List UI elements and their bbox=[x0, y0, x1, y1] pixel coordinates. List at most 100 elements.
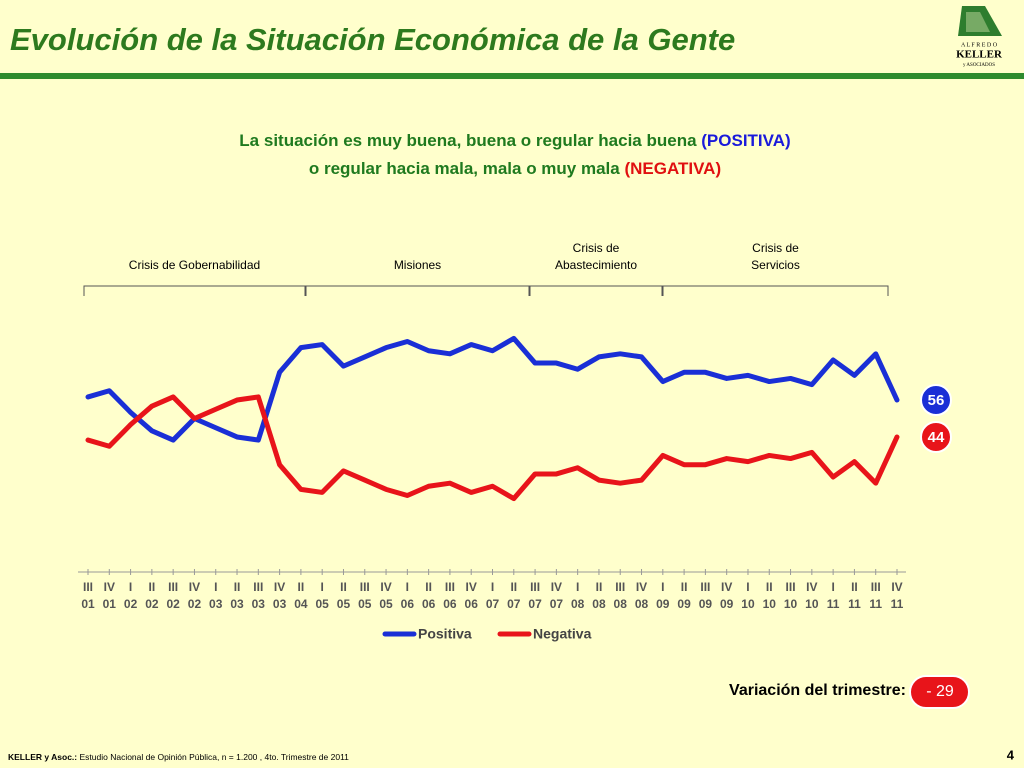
variation-label: Variación del trimestre: bbox=[729, 682, 906, 699]
x-tick-label: III bbox=[786, 580, 796, 594]
x-tick-label: 11 bbox=[891, 597, 904, 611]
period-label: Crisis de bbox=[573, 241, 620, 255]
x-tick-label: II bbox=[766, 580, 773, 594]
chart: Crisis de Gobernabilidad Misiones Crisis d… bbox=[78, 241, 952, 611]
x-tick-label: 10 bbox=[784, 597, 798, 611]
x-tick-label: IV bbox=[636, 580, 647, 594]
x-tick-label: IV bbox=[466, 580, 477, 594]
period-label: Abastecimiento bbox=[555, 258, 637, 272]
end-badge bbox=[920, 384, 952, 417]
x-tick-label: III bbox=[168, 580, 178, 594]
logo-text: y ASOCIADOS bbox=[963, 63, 995, 68]
x-tick-label: 06 bbox=[401, 597, 415, 611]
title: Evolución de la Situación Económica de l… bbox=[10, 22, 735, 57]
x-tick-label: I bbox=[576, 580, 579, 594]
logo-mark-inner bbox=[966, 12, 990, 32]
logo-mark bbox=[958, 6, 1002, 36]
x-tick-label: 11 bbox=[848, 597, 861, 611]
legend-label: Positiva bbox=[418, 626, 472, 642]
x-tick-label: 04 bbox=[294, 597, 308, 611]
x-tick-label: I bbox=[406, 580, 409, 594]
period-label: Crisis de Gobernabilidad bbox=[129, 258, 260, 272]
subtitle-part: o regular hacia mala, mala o muy mala bbox=[309, 159, 625, 178]
x-tick-label: IV bbox=[274, 580, 285, 594]
x-tick-label: IV bbox=[806, 580, 817, 594]
end-value-label: 44 bbox=[928, 429, 945, 446]
x-tick-label: 11 bbox=[869, 597, 882, 611]
logo-text: KELLER bbox=[956, 49, 1003, 61]
x-tick-label: I bbox=[746, 580, 749, 594]
x-tick-label: II bbox=[298, 580, 305, 594]
x-tick-label: IV bbox=[721, 580, 732, 594]
period-bracket bbox=[83, 285, 306, 296]
x-tick-label: 03 bbox=[252, 597, 266, 611]
x-tick-label: I bbox=[491, 580, 494, 594]
x-tick-label: 05 bbox=[379, 597, 393, 611]
x-tick-label: III bbox=[700, 580, 710, 594]
x-tick-label: 02 bbox=[166, 597, 180, 611]
period-label: Crisis de bbox=[752, 241, 799, 255]
period-bracket bbox=[662, 285, 889, 296]
x-tick-label: 02 bbox=[145, 597, 159, 611]
x-tick-label: IV bbox=[380, 580, 391, 594]
x-tick-label: III bbox=[253, 580, 263, 594]
x-tick-label: I bbox=[129, 580, 132, 594]
x-tick-label: IV bbox=[551, 580, 562, 594]
x-tick-label: II bbox=[681, 580, 688, 594]
x-tick-label: 02 bbox=[124, 597, 138, 611]
x-tick-label: III bbox=[530, 580, 540, 594]
legend-label: Negativa bbox=[533, 626, 592, 642]
end-badge bbox=[920, 421, 952, 453]
x-tick-label: 06 bbox=[443, 597, 457, 611]
x-tick-label: II bbox=[510, 580, 517, 594]
x-tick-label: III bbox=[360, 580, 370, 594]
x-tick-label: IV bbox=[104, 580, 115, 594]
x-tick-label: 07 bbox=[507, 597, 521, 611]
x-tick-label: 03 bbox=[273, 597, 287, 611]
x-tick-label: I bbox=[661, 580, 664, 594]
logo-text: A L F R E D O bbox=[961, 42, 998, 48]
x-tick-label: 09 bbox=[699, 597, 713, 611]
period-bracket bbox=[305, 285, 530, 296]
end-value-label: 56 bbox=[928, 392, 945, 409]
subtitle: La situación es muy buena, buena o regul… bbox=[239, 131, 790, 150]
header-rule bbox=[0, 73, 1024, 79]
x-tick-label: II bbox=[425, 580, 432, 594]
x-tick-label: 07 bbox=[528, 597, 542, 611]
x-tick-label: 03 bbox=[209, 597, 223, 611]
footer-text: Estudio Nacional de Opinión Pública, n =… bbox=[77, 752, 349, 762]
line-series bbox=[85, 335, 900, 443]
x-tick-label: III bbox=[871, 580, 881, 594]
x-tick-label: 07 bbox=[486, 597, 500, 611]
x-tick-label: 08 bbox=[614, 597, 628, 611]
x-tick-label: 10 bbox=[763, 597, 777, 611]
x-tick-label: II bbox=[851, 580, 858, 594]
x-tick-label: 08 bbox=[635, 597, 649, 611]
x-tick-label: 09 bbox=[720, 597, 734, 611]
x-tick-label: 05 bbox=[358, 597, 372, 611]
x-tick-label: III bbox=[615, 580, 625, 594]
x-tick-label: III bbox=[445, 580, 455, 594]
x-tick-label: 05 bbox=[337, 597, 351, 611]
page-number: 4 bbox=[1007, 747, 1015, 762]
x-tick-label: 09 bbox=[656, 597, 670, 611]
x-tick-label: II bbox=[340, 580, 347, 594]
x-tick-label: 10 bbox=[741, 597, 755, 611]
x-tick-label: I bbox=[831, 580, 834, 594]
footer-source: KELLER y Asoc.: Estudio Nacional de Opin… bbox=[8, 752, 349, 762]
x-tick-label: 06 bbox=[422, 597, 436, 611]
x-tick-label: 07 bbox=[550, 597, 564, 611]
x-tick-label: 11 bbox=[827, 597, 840, 611]
x-tick-label: 02 bbox=[188, 597, 202, 611]
x-tick-label: 09 bbox=[677, 597, 691, 611]
x-tick-label: I bbox=[321, 580, 324, 594]
x-tick-label: 03 bbox=[230, 597, 244, 611]
x-tick-label: II bbox=[234, 580, 241, 594]
line-series bbox=[85, 394, 900, 502]
x-tick-label: 01 bbox=[103, 597, 117, 611]
subtitle-part: (POSITIVA) bbox=[701, 131, 790, 150]
x-tick-label: III bbox=[83, 580, 93, 594]
variation-badge bbox=[909, 675, 970, 709]
x-tick-label: II bbox=[149, 580, 156, 594]
subtitle-part: (NEGATIVA) bbox=[624, 159, 721, 178]
